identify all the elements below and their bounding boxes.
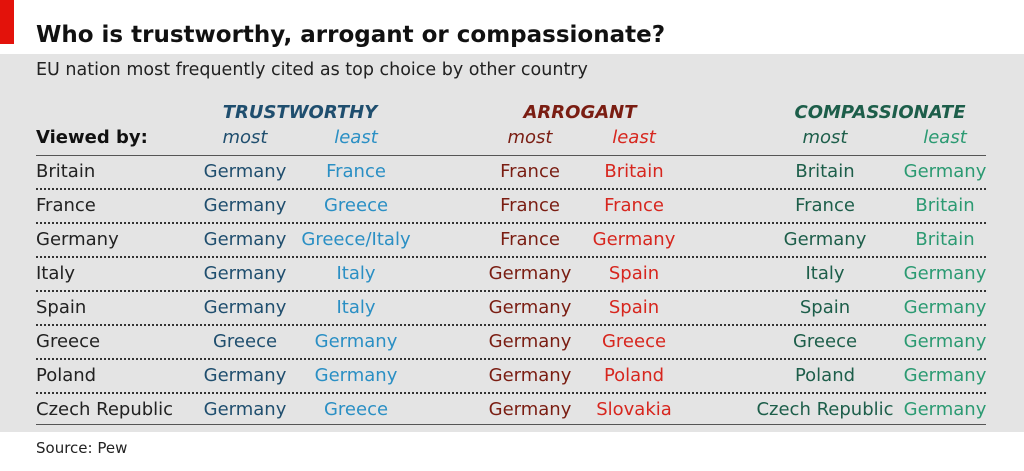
cell-trust-most: Germany xyxy=(203,399,287,420)
subheader-trust-least: least xyxy=(334,127,378,148)
cell-trust-least: Greece/Italy xyxy=(301,229,411,250)
cell-compassionate-least: Germany xyxy=(903,297,987,318)
cell-arrogant-most: France xyxy=(500,195,560,216)
bottom-rule xyxy=(36,424,986,425)
cell-trust-least: France xyxy=(326,161,386,182)
cell-arrogant-least: Greece xyxy=(601,331,667,352)
cell-compassionate-most: Poland xyxy=(794,365,856,386)
cell-compassionate-most: Germany xyxy=(783,229,867,250)
cell-arrogant-least: Germany xyxy=(592,229,676,250)
cell-compassionate-most: Spain xyxy=(799,297,851,318)
cell-trust-most: Germany xyxy=(203,297,287,318)
group-header-compassionate: COMPASSIONATE xyxy=(794,102,966,123)
row-country-label: Poland xyxy=(36,365,97,386)
row-country-label: Germany xyxy=(36,229,119,250)
subheader-arrogant-least: least xyxy=(612,127,656,148)
row-separator xyxy=(36,222,986,224)
row-separator xyxy=(36,392,986,394)
row-country-label: Spain xyxy=(36,297,87,318)
subheader-trust-most: most xyxy=(222,127,268,148)
subheader-compassionate-most: most xyxy=(802,127,848,148)
subheader-arrogant-most: most xyxy=(507,127,553,148)
cell-trust-least: Germany xyxy=(314,331,398,352)
cell-arrogant-least: Spain xyxy=(608,297,660,318)
cell-trust-most: Greece xyxy=(212,331,278,352)
cell-arrogant-most: France xyxy=(500,161,560,182)
cell-arrogant-least: Slovakia xyxy=(596,399,672,420)
cell-arrogant-least: Spain xyxy=(608,263,660,284)
subheader-compassionate-least: least xyxy=(923,127,967,148)
cell-compassionate-least: Britain xyxy=(915,195,975,216)
cell-arrogant-most: Germany xyxy=(488,331,572,352)
cell-trust-most: Germany xyxy=(203,365,287,386)
row-separator xyxy=(36,290,986,292)
cell-trust-least: Greece xyxy=(323,195,389,216)
source-note: Source: Pew xyxy=(36,439,128,457)
cell-arrogant-most: Germany xyxy=(488,263,572,284)
table-row: Britain Germany France France Britain Britain… xyxy=(0,156,1024,190)
table-row: Czech Republic Germany Greece Germany Slovak… xyxy=(0,394,1024,428)
cell-arrogant-least: France xyxy=(604,195,664,216)
table-row: Germany Germany Greece/Italy France Germany G… xyxy=(0,224,1024,258)
row-separator xyxy=(36,324,986,326)
cell-compassionate-most: Italy xyxy=(805,263,845,284)
row-country-label: Britain xyxy=(36,161,96,182)
header-rule xyxy=(36,155,986,156)
cell-trust-least: Germany xyxy=(314,365,398,386)
row-separator xyxy=(36,188,986,190)
group-header-trustworthy: TRUSTWORTHY xyxy=(222,102,378,123)
cell-arrogant-most: Germany xyxy=(488,297,572,318)
cell-trust-most: Germany xyxy=(203,195,287,216)
cell-compassionate-least: Germany xyxy=(903,365,987,386)
cell-arrogant-most: Germany xyxy=(488,365,572,386)
cell-compassionate-most: Britain xyxy=(795,161,855,182)
cell-compassionate-least: Germany xyxy=(903,399,987,420)
red-accent-tag xyxy=(0,0,14,44)
cell-trust-least: Greece xyxy=(323,399,389,420)
row-header-label: Viewed by: xyxy=(36,127,148,148)
cell-arrogant-most: Germany xyxy=(488,399,572,420)
table-panel xyxy=(0,54,1024,432)
cell-compassionate-least: Britain xyxy=(915,229,975,250)
row-country-label: Greece xyxy=(36,331,101,352)
table-row: Italy Germany Italy Germany Spain Italy German… xyxy=(0,258,1024,292)
cell-trust-most: Germany xyxy=(203,263,287,284)
cell-trust-most: Germany xyxy=(203,229,287,250)
cell-arrogant-least: Poland xyxy=(603,365,665,386)
cell-arrogant-least: Britain xyxy=(604,161,664,182)
cell-compassionate-most: Greece xyxy=(792,331,858,352)
cell-compassionate-least: Germany xyxy=(903,161,987,182)
row-country-label: Czech Republic xyxy=(36,399,174,420)
cell-compassionate-least: Germany xyxy=(903,263,987,284)
cell-trust-most: Germany xyxy=(203,161,287,182)
chart-subtitle: EU nation most frequently cited as top c… xyxy=(36,60,588,80)
table-row: France Germany Greece France France France Bri… xyxy=(0,190,1024,224)
cell-trust-least: Italy xyxy=(336,297,376,318)
chart-title: Who is trustworthy, arrogant or compassi… xyxy=(36,22,666,48)
row-country-label: France xyxy=(36,195,96,216)
group-header-arrogant: ARROGANT xyxy=(523,102,637,123)
row-separator xyxy=(36,358,986,360)
cell-compassionate-most: France xyxy=(795,195,855,216)
row-country-label: Italy xyxy=(36,263,76,284)
table-row: Poland Germany Germany Germany Poland Poland G… xyxy=(0,360,1024,394)
table-row: Greece Greece Germany Germany Greece Greece Ge… xyxy=(0,326,1024,360)
cell-trust-least: Italy xyxy=(336,263,376,284)
cell-compassionate-least: Germany xyxy=(903,331,987,352)
row-separator xyxy=(36,256,986,258)
cell-arrogant-most: France xyxy=(500,229,560,250)
cell-compassionate-most: Czech Republic xyxy=(756,399,894,420)
table-row: Spain Germany Italy Germany Spain Spain German… xyxy=(0,292,1024,326)
